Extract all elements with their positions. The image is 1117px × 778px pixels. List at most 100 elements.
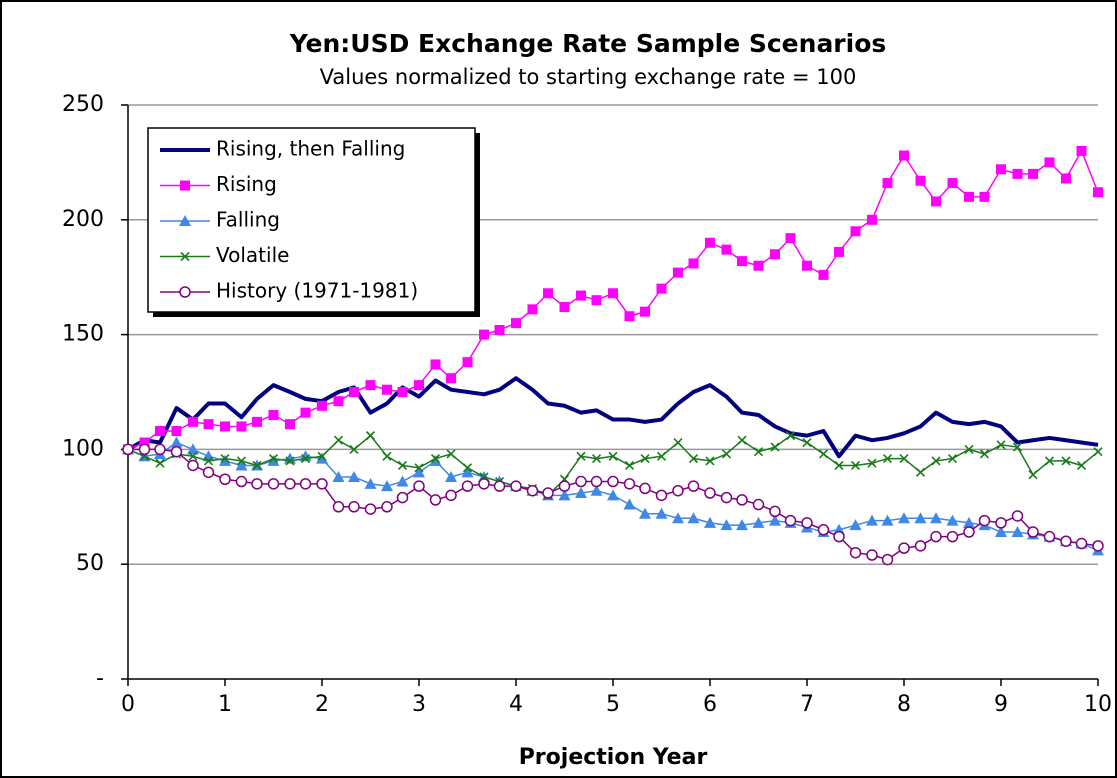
marker-triangle (461, 466, 474, 478)
y-tick-label: 50 (76, 551, 104, 576)
marker-square (656, 283, 667, 294)
marker-x (155, 458, 165, 468)
marker-square (543, 288, 554, 299)
marker-square (688, 258, 699, 269)
marker-square (414, 380, 424, 391)
marker-triangle (768, 514, 781, 526)
x-tick-label: 1 (218, 692, 232, 717)
marker-triangle (396, 475, 409, 487)
marker-circle (1060, 535, 1072, 547)
marker-x (414, 463, 424, 473)
marker-circle (769, 505, 781, 518)
marker-x (818, 449, 829, 459)
x-tick-label: 5 (606, 692, 620, 717)
marker-x (640, 454, 650, 464)
marker-x (236, 456, 247, 466)
marker-x (753, 447, 764, 457)
marker-x (397, 460, 408, 471)
marker-triangle (865, 514, 878, 526)
marker-circle (704, 487, 716, 499)
marker-circle (299, 478, 312, 490)
marker-square (915, 175, 926, 186)
chart-subtitle: Values normalized to starting exchange r… (320, 65, 857, 89)
marker-circle (752, 498, 765, 511)
marker-triangle (607, 489, 619, 501)
marker-triangle (995, 526, 1007, 538)
marker-circle (179, 286, 191, 298)
marker-triangle (186, 443, 199, 455)
marker-circle (736, 494, 748, 506)
marker-x (979, 449, 990, 459)
marker-square (1060, 173, 1071, 184)
marker-square (721, 244, 732, 255)
marker-square (381, 384, 392, 395)
marker-x (608, 451, 618, 461)
marker-square (866, 214, 877, 225)
x-tick-label: 6 (703, 692, 717, 717)
marker-square (705, 237, 715, 248)
marker-square (252, 416, 263, 427)
marker-circle (478, 478, 490, 490)
marker-square (1012, 168, 1023, 179)
marker-x (882, 454, 893, 464)
marker-triangle (332, 470, 345, 482)
series-line (127, 376, 1099, 459)
marker-square (203, 419, 214, 430)
marker-circle (801, 517, 813, 529)
marker-triangle (881, 514, 894, 526)
marker-x (915, 467, 926, 477)
marker-circle (655, 489, 668, 502)
marker-circle (332, 501, 345, 513)
marker-square (187, 416, 198, 427)
marker-triangle (946, 514, 959, 526)
marker-circle (316, 478, 328, 490)
marker-square (1076, 145, 1087, 156)
marker-square (333, 396, 344, 407)
marker-x (931, 456, 941, 466)
marker-x (576, 451, 586, 461)
marker-circle (607, 475, 619, 488)
marker-circle (526, 484, 539, 497)
marker-x (688, 454, 699, 464)
marker-triangle (687, 512, 700, 524)
marker-square (899, 150, 909, 161)
x-tick-label: 3 (412, 692, 426, 717)
marker-square (494, 325, 505, 336)
marker-triangle (380, 480, 393, 492)
marker-circle (590, 475, 603, 488)
marker-square (882, 178, 893, 189)
marker-circle (914, 540, 927, 552)
marker-square (769, 249, 780, 260)
marker-x (317, 451, 327, 461)
marker-x (737, 435, 747, 445)
marker-x (785, 431, 796, 441)
y-tick-label: - (96, 666, 104, 691)
x-tick-label: 4 (509, 692, 523, 717)
marker-x (220, 454, 230, 464)
marker-triangle (429, 454, 442, 466)
marker-circle (930, 530, 942, 543)
marker-square (236, 421, 247, 432)
marker-circle (623, 478, 636, 490)
legend-box (147, 127, 476, 313)
marker-triangle (914, 512, 927, 524)
marker-circle (493, 480, 506, 492)
marker-square (268, 409, 279, 420)
x-tick-label: 7 (800, 692, 814, 717)
marker-circle (558, 480, 571, 492)
marker-triangle (364, 477, 377, 489)
marker-circle (881, 553, 894, 566)
x-tick-label: 2 (315, 692, 329, 717)
marker-square (591, 295, 602, 306)
marker-circle (122, 443, 134, 456)
marker-square (979, 191, 990, 202)
x-tick-label: 9 (994, 692, 1008, 717)
marker-triangle (235, 459, 248, 471)
marker-square (365, 380, 376, 391)
marker-circle (396, 491, 409, 504)
marker-triangle (898, 512, 910, 524)
marker-square (834, 246, 845, 257)
marker-circle (413, 480, 425, 492)
